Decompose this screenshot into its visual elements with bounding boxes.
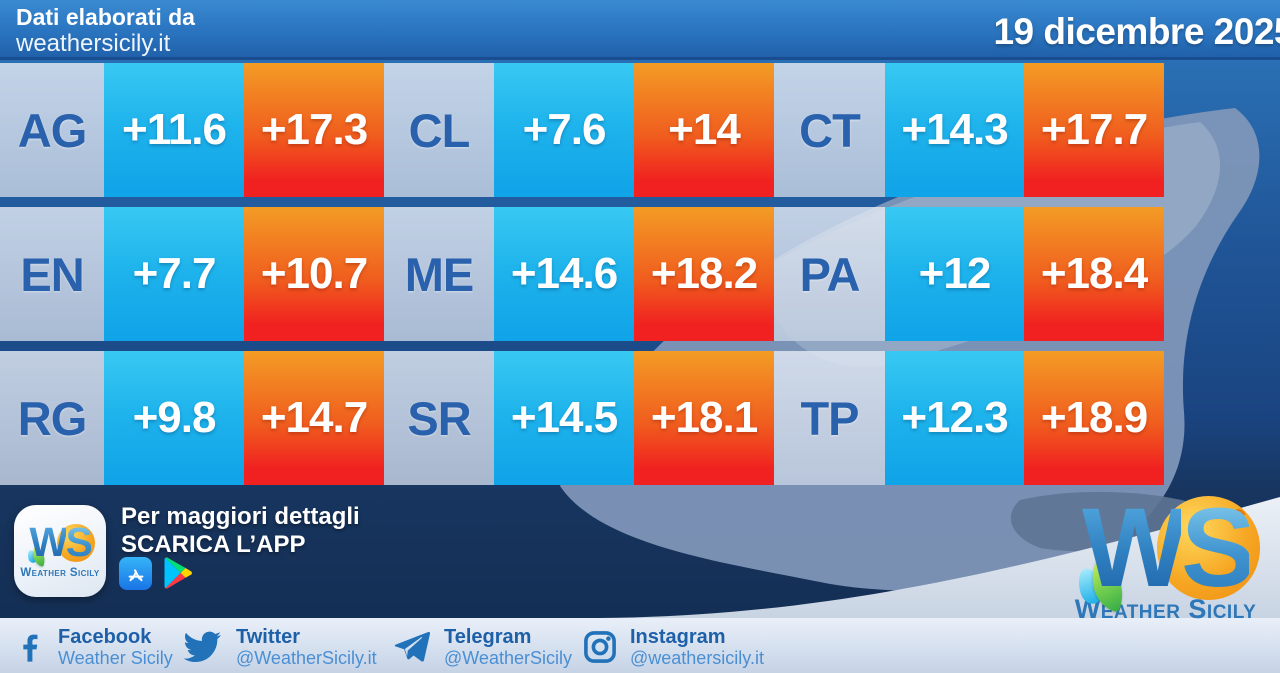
province-label-me: ME — [384, 207, 494, 341]
temp-max-ag: +17.3 — [244, 63, 384, 197]
weather-sicily-app-card: WS Weather Sicily — [14, 505, 106, 597]
telegram-icon — [394, 632, 431, 662]
temp-max-cl: +14 — [634, 63, 774, 197]
credit-site: weathersicily.it — [16, 29, 171, 57]
temp-min-me: +14.6 — [494, 207, 634, 341]
ws-letter-w: W — [1082, 485, 1188, 610]
province-label-pa: PA — [774, 207, 885, 341]
temp-min-sr: +14.5 — [494, 351, 634, 485]
temp-min-rg: +9.8 — [104, 351, 244, 485]
temp-min-ag: +11.6 — [104, 63, 244, 197]
sun-icon — [56, 523, 95, 562]
twitter-icon — [183, 631, 221, 663]
facebook-title: Facebook — [58, 626, 152, 648]
weather-sicily-brand-logo: WS Weather Sicily — [1058, 492, 1273, 623]
ws-logo: WS — [26, 519, 95, 567]
temp-max-ct: +17.7 — [1024, 63, 1164, 197]
temp-max-en: +10.7 — [244, 207, 384, 341]
ws-letter-w: W — [29, 519, 68, 566]
province-label-en: EN — [0, 207, 104, 341]
temp-min-pa: +12 — [885, 207, 1024, 341]
temp-max-rg: +14.7 — [244, 351, 384, 485]
birds-icon — [1222, 509, 1246, 516]
ws-logo-large: WS — [1074, 492, 1261, 613]
ws-logo-caption: Weather Sicily — [20, 567, 100, 580]
twitter-title: Twitter — [236, 626, 301, 648]
facebook-icon — [23, 634, 38, 662]
province-label-ct: CT — [774, 63, 885, 197]
twitter-handle: @WeatherSicily.it — [236, 648, 377, 669]
instagram-text: Instagram @weathersicily.it — [630, 626, 764, 669]
date-label: 19 dicembre 2025 — [993, 11, 1280, 52]
twitter-link[interactable]: Twitter @WeatherSicily.it — [180, 626, 377, 669]
app-store-a-glyph — [128, 568, 143, 581]
instagram-link[interactable]: Instagram @weathersicily.it — [582, 626, 764, 669]
temp-max-sr: +18.1 — [634, 351, 774, 485]
facebook-text: Facebook Weather Sicily — [58, 626, 173, 669]
ws-letter-s: S — [65, 519, 93, 566]
telegram-link[interactable]: Telegram @WeatherSicily — [392, 626, 572, 669]
facebook-handle: Weather Sicily — [58, 648, 173, 669]
temperature-row-2: EN +7.7 +10.7 ME +14.6 +18.2 PA +12 +18.… — [0, 207, 1164, 341]
province-label-ag: AG — [0, 63, 104, 197]
credit-block: Dati elaborati da weathersicily.it — [16, 4, 195, 58]
credit-line: Dati elaborati da — [16, 4, 195, 30]
app-store-icon[interactable] — [119, 557, 152, 590]
temp-max-pa: +18.4 — [1024, 207, 1164, 341]
province-label-cl: CL — [384, 63, 494, 197]
ws-letter-s: S — [1181, 485, 1256, 610]
promo-line-2: SCARICA L’APP — [121, 531, 306, 558]
temp-max-tp: +18.9 — [1024, 351, 1164, 485]
instagram-handle: @weathersicily.it — [630, 648, 764, 669]
telegram-text: Telegram @WeatherSicily — [444, 626, 572, 669]
promo-line-1: Per maggiori dettagli — [121, 503, 360, 530]
instagram-icon — [584, 631, 616, 664]
telegram-handle: @WeatherSicily — [444, 648, 572, 669]
temperature-row-1: AG +11.6 +17.3 CL +7.6 +14 CT +14.3 +17.… — [0, 63, 1164, 197]
temp-min-cl: +7.6 — [494, 63, 634, 197]
social-bar: Facebook Weather Sicily Twitter @Weather… — [0, 618, 1280, 673]
google-play-icon[interactable] — [160, 555, 196, 591]
facebook-link[interactable]: Facebook Weather Sicily — [14, 626, 173, 669]
temp-min-ct: +14.3 — [885, 63, 1024, 197]
twitter-text: Twitter @WeatherSicily.it — [236, 626, 377, 669]
temp-min-en: +7.7 — [104, 207, 244, 341]
google-play-triangle — [164, 557, 192, 589]
temp-max-me: +18.2 — [634, 207, 774, 341]
province-label-tp: TP — [774, 351, 885, 485]
temp-min-tp: +12.3 — [885, 351, 1024, 485]
province-label-rg: RG — [0, 351, 104, 485]
telegram-title: Telegram — [444, 626, 532, 648]
header-bar: Dati elaborati da weathersicily.it 19 di… — [0, 0, 1280, 60]
province-label-sr: SR — [384, 351, 494, 485]
instagram-title: Instagram — [630, 626, 726, 648]
temperature-row-3: RG +9.8 +14.7 SR +14.5 +18.1 TP +12.3 +1… — [0, 351, 1164, 485]
